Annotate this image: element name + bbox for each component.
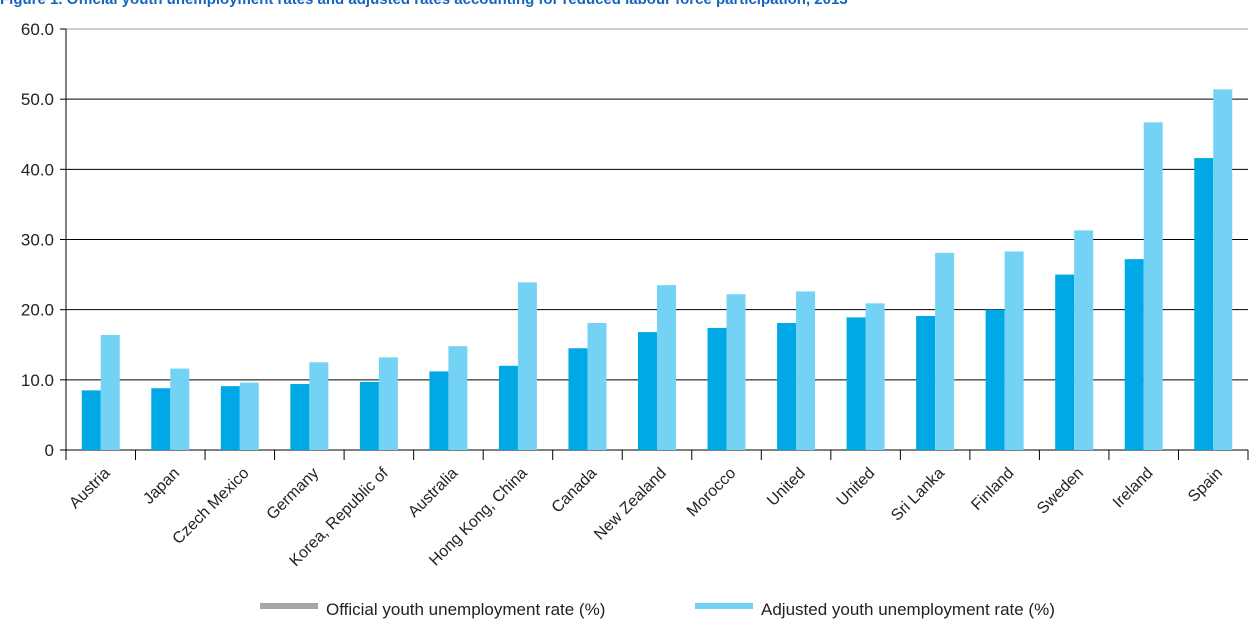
x-category-label: Morocco bbox=[684, 465, 739, 520]
official-rate-bar bbox=[151, 388, 171, 450]
adjusted-rate-bar bbox=[170, 368, 190, 450]
legend-swatch bbox=[695, 603, 753, 609]
legend-label: Official youth unemployment rate (%) bbox=[326, 600, 605, 619]
official-rate-bar bbox=[1194, 158, 1214, 450]
x-category-label: Germany bbox=[264, 465, 323, 524]
official-rate-bar bbox=[220, 386, 240, 450]
y-tick-label: 20.0 bbox=[21, 301, 54, 320]
x-category-label: United bbox=[764, 465, 809, 510]
adjusted-rate-bar bbox=[1004, 251, 1024, 450]
x-category-label: Spain bbox=[1185, 465, 1226, 506]
y-tick-label: 0 bbox=[45, 441, 54, 460]
adjusted-rate-bar bbox=[239, 382, 259, 450]
x-category-label: Australia bbox=[405, 465, 461, 521]
x-category-label: Sri Lanka bbox=[888, 465, 948, 525]
y-tick-label: 50.0 bbox=[21, 90, 54, 109]
chart-title: Figure 1. Official youth unemployment ra… bbox=[0, 0, 1250, 9]
official-rate-bar bbox=[290, 384, 310, 450]
adjusted-rate-bar bbox=[865, 303, 885, 450]
y-tick-label: 30.0 bbox=[21, 231, 54, 250]
x-category-label: Austria bbox=[66, 465, 113, 512]
adjusted-rate-bar bbox=[1213, 89, 1233, 451]
adjusted-rate-bar bbox=[100, 334, 120, 450]
official-rate-bar bbox=[429, 371, 449, 450]
x-category-label: Finland bbox=[968, 465, 1017, 514]
adjusted-rate-bar bbox=[448, 346, 468, 450]
official-rate-bar bbox=[638, 332, 657, 450]
legend-swatch bbox=[260, 603, 318, 609]
x-category-label: Canada bbox=[549, 465, 601, 517]
adjusted-rate-bar bbox=[935, 252, 955, 450]
official-rate-bar bbox=[707, 327, 727, 450]
adjusted-rate-bar bbox=[657, 285, 676, 450]
y-tick-label: 40.0 bbox=[21, 160, 54, 179]
adjusted-rate-bar bbox=[309, 362, 329, 450]
x-category-label: Japan bbox=[140, 465, 183, 508]
adjusted-rate-bar bbox=[726, 294, 746, 450]
official-rate-bar bbox=[846, 317, 866, 450]
official-rate-bar bbox=[359, 381, 379, 450]
official-rate-bar bbox=[1055, 274, 1075, 450]
official-rate-bar bbox=[568, 348, 588, 450]
x-category-label: Sweden bbox=[1034, 465, 1087, 518]
x-category-label: New Zealand bbox=[591, 465, 670, 544]
official-rate-bar bbox=[777, 322, 797, 450]
y-tick-label: 60.0 bbox=[21, 20, 54, 39]
legend-label: Adjusted youth unemployment rate (%) bbox=[761, 600, 1055, 619]
y-tick-label: 10.0 bbox=[21, 371, 54, 390]
official-rate-bar bbox=[1124, 259, 1144, 450]
x-category-label: Ireland bbox=[1110, 465, 1157, 512]
adjusted-rate-bar bbox=[1074, 230, 1094, 450]
adjusted-rate-bar bbox=[796, 291, 816, 450]
adjusted-rate-bar bbox=[517, 282, 537, 450]
official-rate-bar bbox=[985, 309, 1005, 450]
official-rate-bar bbox=[498, 365, 518, 450]
adjusted-rate-bar bbox=[1143, 122, 1163, 451]
x-category-label: United bbox=[834, 465, 879, 510]
official-rate-bar bbox=[81, 390, 101, 450]
adjusted-rate-bar bbox=[587, 322, 607, 450]
adjusted-rate-bar bbox=[378, 357, 398, 450]
official-rate-bar bbox=[916, 315, 936, 450]
